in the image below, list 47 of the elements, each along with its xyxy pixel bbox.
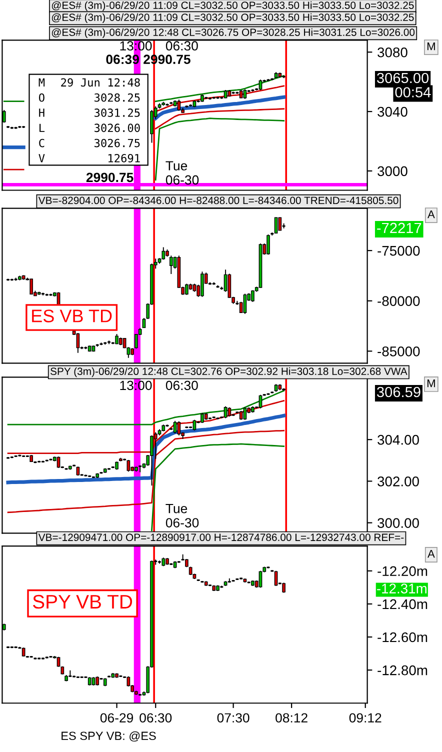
y-tick-label: -12.60m bbox=[378, 632, 428, 642]
y-tick-label: 3040 bbox=[378, 106, 408, 117]
text: @ES# (3m)-06/29/20 11:09 CL=3032.50 OP=3033.50 Hi=3033.50 Lo=3032.25 bbox=[52, 1, 414, 12]
x-tick-label: 06-29 bbox=[100, 713, 134, 723]
chart-title: @ES# (3m)-06/29/20 12:48 CL=3026.75 OP=3028.25 Hi=3031.25 Lo=3026.00 bbox=[52, 28, 415, 38]
text: H 3031.25 bbox=[39, 108, 140, 117]
y-tick-label: -85000 bbox=[378, 346, 420, 356]
ref-line-label: 2990.75 bbox=[86, 172, 134, 182]
x-tick-label: 06:30 bbox=[140, 713, 172, 723]
annotation: 06:30 bbox=[166, 380, 198, 390]
chart-title: VB=-12909471.00 OP=-12890917.00 H=-12874786.00 L=-12932743.00 REF=- bbox=[38, 534, 404, 542]
y-tick-label: 304.00 bbox=[378, 434, 419, 445]
y-tick-label: 3000 bbox=[378, 166, 408, 176]
text: M 29 Jun 12:48 bbox=[38, 78, 140, 87]
text: -12.31m bbox=[377, 584, 426, 594]
text: M bbox=[427, 379, 435, 388]
text: 3065.00 bbox=[376, 72, 429, 84]
x-tick-label: 07:30 bbox=[217, 713, 250, 723]
y-tick-label: 3080 bbox=[378, 47, 408, 58]
y-tick-label: -12.40m bbox=[378, 599, 428, 610]
text: -72217 bbox=[377, 222, 422, 233]
text: C 3026.75 bbox=[39, 138, 140, 148]
y-tick-label: -12.20m bbox=[378, 566, 428, 576]
text: V 12691 bbox=[38, 154, 140, 162]
chart-title: SPY (3m)-06/29/20 12:48 CL=302.76 OP=302.92 Hi=303.18 Lo=302.68 VWA bbox=[50, 367, 408, 378]
annotation: SPY VB TD bbox=[32, 594, 132, 609]
x-tick-label: 09:12 bbox=[349, 713, 382, 723]
annotation: Tue 06-30 bbox=[166, 504, 199, 528]
annotation: Tue 06-30 bbox=[166, 161, 199, 185]
y-tick-label: 302.00 bbox=[378, 476, 419, 486]
y-tick-label: 300.00 bbox=[378, 518, 419, 528]
x-tick-label: 08:12 bbox=[276, 713, 308, 723]
y-tick-label: -75000 bbox=[378, 246, 420, 256]
annotation: ES VB TD bbox=[32, 310, 112, 322]
annotation: 06:30 bbox=[166, 41, 198, 51]
text: ES SPY VB: @ES bbox=[62, 731, 156, 742]
text: O 3028.25 bbox=[38, 93, 140, 102]
text: L 3026.00 bbox=[40, 124, 140, 132]
text: 306.59 bbox=[376, 386, 420, 398]
text: A bbox=[428, 550, 435, 558]
text: M bbox=[427, 42, 435, 50]
y-tick-label: -12.80m bbox=[378, 665, 428, 676]
text: A bbox=[428, 210, 435, 218]
text: 00:54 bbox=[395, 87, 431, 98]
y-tick-label: -80000 bbox=[378, 296, 420, 306]
chart-title: VB=-82904.00 OP=-84346.00 H=-82488.00 L=-84346.00 TREND=-415805.50 bbox=[38, 196, 398, 204]
text: @ES# (3m)-06/29/20 11:09 CL=3032.50 OP=3033.50 Hi=3033.50 Lo=3032.25 bbox=[52, 13, 414, 24]
